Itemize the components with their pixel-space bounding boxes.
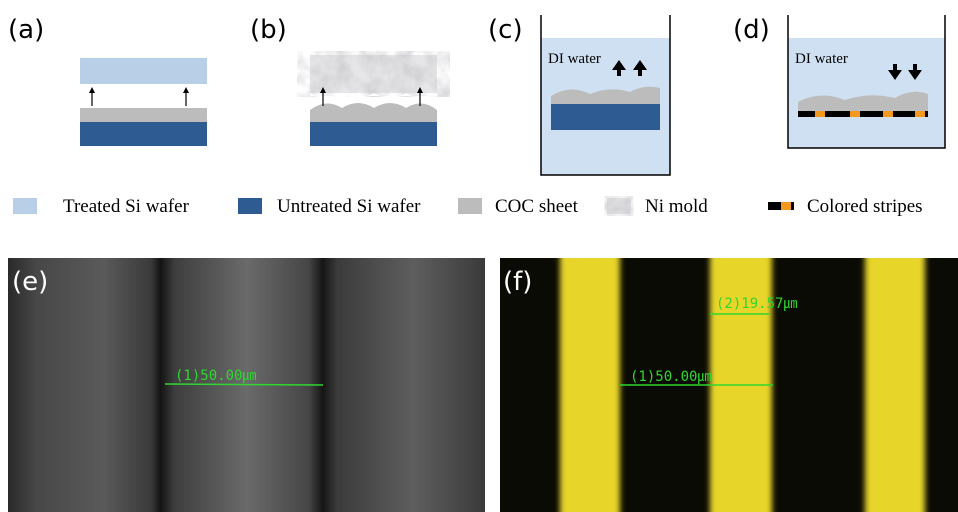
measure-line <box>165 384 323 385</box>
legend-label: Treated Si wafer <box>63 196 190 217</box>
ni-mold-texture <box>310 55 437 93</box>
measurement: (1)50.00㎛ <box>630 369 711 385</box>
measurement: (1)50.00㎛ <box>175 368 256 384</box>
panel-label: (a) <box>8 15 44 45</box>
legend-label: COC sheet <box>495 196 579 217</box>
legend-label: Colored stripes <box>807 196 923 217</box>
panel-label: (c) <box>488 15 523 45</box>
legend-label: Ni mold <box>645 196 708 217</box>
mold-edge <box>310 93 437 98</box>
medium-label: DI water <box>548 51 601 67</box>
micrograph <box>500 248 958 512</box>
untreated-wafer <box>80 122 207 146</box>
legend: Treated Si wafer Untreated Si wafer COC … <box>13 196 923 217</box>
medium-label: DI water <box>795 51 848 67</box>
coc-sheet <box>80 108 207 122</box>
coc-sheet <box>310 103 437 122</box>
panel-label: (d) <box>733 15 770 45</box>
panel-label: (b) <box>250 15 287 45</box>
panel-label: (e) <box>12 267 48 297</box>
untreated-wafer <box>551 104 660 130</box>
treated-wafer <box>80 58 207 84</box>
figure: (a) (b) (c) DI water (d) DI water Treate… <box>0 0 958 512</box>
panel-label: (f) <box>503 267 532 297</box>
measurement: (2)19.57㎛ <box>716 296 797 312</box>
legend-label: Untreated Si wafer <box>277 196 421 217</box>
untreated-wafer <box>310 122 437 146</box>
